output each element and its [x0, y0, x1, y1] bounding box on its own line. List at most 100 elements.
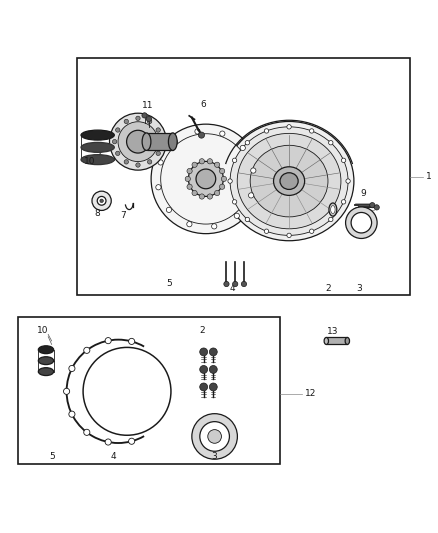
Circle shape: [219, 184, 225, 189]
Circle shape: [192, 162, 197, 167]
Circle shape: [100, 199, 103, 203]
Circle shape: [192, 190, 197, 196]
Circle shape: [212, 224, 217, 229]
Circle shape: [129, 338, 135, 344]
Circle shape: [248, 193, 254, 198]
Circle shape: [264, 229, 268, 233]
Circle shape: [328, 217, 333, 222]
Ellipse shape: [280, 173, 298, 189]
Circle shape: [328, 141, 333, 145]
Ellipse shape: [38, 368, 53, 376]
Text: 12: 12: [305, 389, 317, 398]
Circle shape: [195, 129, 200, 134]
Circle shape: [310, 229, 314, 233]
Circle shape: [148, 160, 152, 164]
Circle shape: [233, 200, 237, 204]
Circle shape: [264, 129, 268, 133]
Ellipse shape: [331, 206, 335, 214]
Text: 10: 10: [84, 157, 95, 166]
Text: 4: 4: [230, 284, 235, 293]
Text: 2: 2: [326, 284, 331, 293]
Circle shape: [148, 119, 152, 124]
Text: 5: 5: [49, 451, 55, 461]
Ellipse shape: [161, 134, 251, 224]
Circle shape: [219, 168, 225, 174]
Text: 1: 1: [426, 172, 432, 181]
Ellipse shape: [345, 337, 350, 344]
Circle shape: [287, 233, 291, 238]
Circle shape: [64, 388, 70, 394]
Circle shape: [105, 439, 111, 445]
Circle shape: [220, 131, 225, 136]
Circle shape: [84, 429, 90, 435]
Circle shape: [287, 125, 291, 129]
Circle shape: [172, 139, 177, 144]
Text: 11: 11: [142, 101, 154, 110]
Circle shape: [166, 207, 172, 213]
Text: 3: 3: [356, 284, 362, 293]
Circle shape: [116, 151, 120, 156]
Circle shape: [136, 116, 140, 120]
Circle shape: [209, 383, 217, 391]
Circle shape: [146, 116, 152, 122]
Circle shape: [207, 159, 212, 164]
Ellipse shape: [142, 133, 151, 150]
Text: 6: 6: [200, 100, 206, 109]
Circle shape: [209, 348, 217, 356]
Circle shape: [187, 184, 192, 189]
Text: 8: 8: [94, 208, 100, 217]
Circle shape: [159, 140, 163, 144]
Bar: [146, 133, 173, 150]
Circle shape: [84, 348, 90, 353]
Ellipse shape: [38, 357, 53, 365]
Circle shape: [346, 207, 377, 238]
Circle shape: [207, 194, 212, 199]
Circle shape: [209, 366, 217, 374]
Ellipse shape: [151, 124, 261, 233]
Circle shape: [200, 348, 208, 356]
Bar: [326, 337, 347, 344]
Text: 13: 13: [327, 327, 339, 336]
Circle shape: [156, 128, 160, 132]
Circle shape: [92, 191, 111, 211]
Bar: [18, 317, 280, 464]
Circle shape: [215, 190, 220, 196]
Circle shape: [127, 130, 149, 153]
Text: 10: 10: [37, 326, 49, 335]
Circle shape: [185, 176, 191, 182]
Ellipse shape: [168, 133, 177, 150]
Ellipse shape: [81, 155, 114, 165]
Ellipse shape: [237, 133, 341, 229]
Circle shape: [224, 281, 229, 287]
Circle shape: [374, 205, 379, 210]
Circle shape: [118, 122, 158, 161]
Circle shape: [310, 129, 314, 133]
Circle shape: [200, 383, 208, 391]
Ellipse shape: [81, 142, 114, 152]
Text: 4: 4: [110, 451, 116, 461]
Circle shape: [110, 113, 166, 170]
Circle shape: [341, 200, 346, 204]
Circle shape: [187, 222, 192, 227]
Text: 5: 5: [166, 279, 173, 288]
Circle shape: [245, 141, 250, 145]
Circle shape: [215, 162, 220, 167]
Text: 7: 7: [120, 211, 127, 220]
Circle shape: [198, 132, 205, 138]
Ellipse shape: [38, 346, 53, 354]
Circle shape: [124, 119, 128, 124]
Circle shape: [116, 128, 120, 132]
Ellipse shape: [329, 203, 337, 216]
Circle shape: [69, 411, 75, 417]
Bar: [77, 59, 410, 295]
Circle shape: [192, 414, 237, 459]
Circle shape: [187, 168, 192, 174]
Circle shape: [129, 438, 135, 445]
Circle shape: [221, 176, 226, 182]
Circle shape: [233, 281, 238, 287]
Circle shape: [136, 163, 140, 167]
Circle shape: [124, 160, 128, 164]
Circle shape: [142, 113, 147, 118]
Circle shape: [156, 184, 161, 190]
Ellipse shape: [273, 167, 305, 196]
